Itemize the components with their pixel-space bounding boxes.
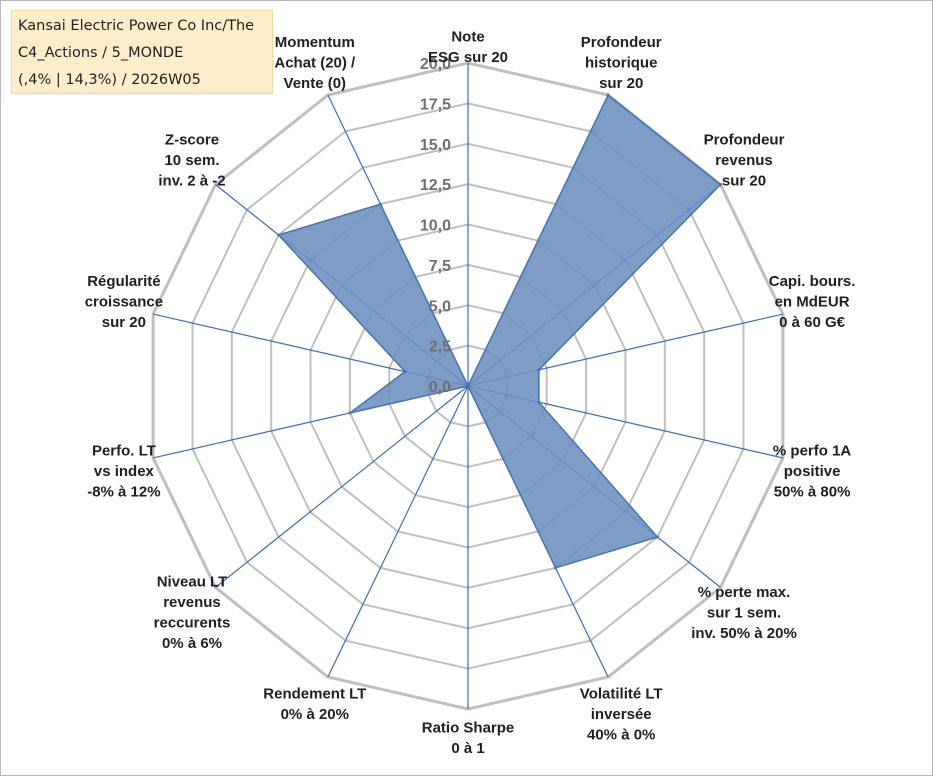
series-point-1: [606, 93, 610, 97]
axis-label-13-line-0: Momentum: [275, 34, 355, 51]
series-point-3: [537, 368, 541, 372]
chart-title-line-2: C4_Actions / 5_MONDE: [18, 45, 184, 61]
axis-label-0-line-1: ESG sur 20: [428, 49, 508, 66]
axis-label-2: Profondeur revenus sur 20: [704, 132, 785, 190]
r-tick-label-3: 7,5: [429, 258, 451, 275]
axis-label-4-line-2: 50% à 80%: [774, 483, 851, 500]
axis-label-13-line-1: Achat (20) /: [274, 55, 356, 72]
r-tick-label-0: 0,0: [429, 379, 451, 396]
r-tick-label-4: 10,0: [420, 218, 451, 235]
axis-label-8: Rendement LT 0% à 20%: [263, 686, 366, 724]
axis-label-4-line-1: positive: [784, 463, 841, 480]
axis-label-4: % perfo 1A positive 50% à 80%: [773, 442, 852, 500]
axis-label-7-line-1: 0 à 1: [451, 740, 484, 757]
axis-label-6-line-2: 40% à 0%: [587, 727, 655, 744]
spoke-8: [327, 385, 469, 678]
series-point-10: [348, 411, 352, 415]
axis-label-1-line-2: sur 20: [599, 75, 643, 92]
axis-label-12-line-2: inv. 2 à -2: [158, 173, 225, 190]
axis-label-9-line-2: reccurents: [154, 615, 231, 632]
axis-label-1: Profondeur historique sur 20: [581, 34, 662, 92]
chart-title-box: Kansai Electric Power Co Inc/The C4_Acti…: [11, 10, 273, 94]
axis-label-3: Capi. bours. en MdEUR 0 à 60 G€: [769, 273, 856, 331]
axis-label-8-line-0: Rendement LT: [263, 686, 366, 703]
axis-label-2-line-1: revenus: [715, 152, 773, 169]
axis-label-5-line-2: inv. 50% à 20%: [691, 625, 797, 642]
axis-label-13-line-2: Vente (0): [284, 75, 347, 92]
axis-label-5: % perte max. sur 1 sem. inv. 50% à 20%: [691, 584, 797, 642]
series-point-6: [554, 566, 558, 570]
axis-label-3-line-0: Capi. bours.: [769, 273, 856, 290]
axis-label-10-line-1: vs index: [94, 463, 155, 480]
axis-label-10-line-0: Perfo. LT: [92, 442, 156, 459]
axis-label-9-line-0: Niveau LT: [157, 574, 228, 591]
axis-label-2-line-0: Profondeur: [704, 132, 785, 149]
r-tick-label-1: 2,5: [429, 339, 451, 356]
series-layer: [277, 93, 722, 570]
r-tick-label-7: 17,5: [420, 96, 451, 113]
axis-label-6: Volatilité LT inversée 40% à 0%: [580, 686, 663, 744]
series-point-9: [466, 384, 470, 388]
chart-title-line-3: (,4% | 14,3%) / 2026W05: [18, 72, 201, 88]
axis-label-11: Régularité croissance sur 20: [85, 273, 163, 331]
axis-label-10-line-2: -8% à 12%: [87, 483, 160, 500]
axis-label-7: Ratio Sharpe 0 à 1: [422, 720, 515, 758]
series-point-13: [378, 202, 382, 206]
axis-label-13: Momentum Achat (20) / Vente (0): [274, 34, 356, 92]
axis-label-2-line-2: sur 20: [722, 173, 766, 190]
axis-label-12-line-0: Z-score: [165, 132, 219, 149]
axis-label-5-line-1: sur 1 sem.: [707, 604, 781, 621]
series-point-12: [277, 233, 281, 237]
series-point-4: [537, 400, 541, 404]
axis-label-7-line-0: Ratio Sharpe: [422, 720, 515, 737]
axis-label-8-line-1: 0% à 20%: [281, 706, 349, 723]
tick-label-layer: 0,0 2,5 5,0 7,5 10,0 12,5 15,0 17,5 20,0: [420, 56, 451, 396]
axis-label-9: Niveau LT revenus reccurents 0% à 6%: [154, 574, 231, 653]
axis-label-12-line-1: 10 sem.: [164, 152, 219, 169]
axis-label-3-line-2: 0 à 60 G€: [779, 314, 846, 331]
axis-label-11-line-1: croissance: [85, 294, 163, 311]
axis-label-11-line-0: Régularité: [87, 273, 160, 290]
series-point-5: [655, 535, 659, 539]
axis-label-12: Z-score 10 sem. inv. 2 à -2: [158, 132, 225, 190]
series-point-2: [719, 183, 722, 187]
r-tick-label-2: 5,0: [429, 298, 451, 315]
series-point-11: [403, 370, 407, 374]
axis-label-6-line-0: Volatilité LT: [580, 686, 663, 703]
axis-label-9-line-1: revenus: [163, 594, 221, 611]
axis-label-5-line-0: % perte max.: [698, 584, 791, 601]
axis-label-4-line-0: % perfo 1A: [773, 442, 852, 459]
axis-label-9-line-3: 0% à 6%: [162, 635, 222, 652]
axis-label-1-line-1: historique: [585, 55, 658, 72]
axis-label-6-line-1: inversée: [591, 706, 652, 723]
axis-label-0-line-0: Note: [451, 29, 484, 46]
axis-label-3-line-1: en MdEUR: [775, 294, 850, 311]
chart-title-line-1: Kansai Electric Power Co Inc/The: [18, 18, 255, 34]
r-tick-label-6: 15,0: [420, 137, 451, 154]
axis-label-1-line-0: Profondeur: [581, 34, 662, 51]
axis-label-0: Note ESG sur 20: [428, 29, 508, 67]
axis-label-10: Perfo. LT vs index -8% à 12%: [87, 442, 160, 500]
r-tick-label-8: 20,0: [420, 56, 451, 73]
axis-label-11-line-2: sur 20: [102, 314, 146, 331]
series-area: [277, 93, 722, 569]
axis-label-layer: Note ESG sur 20 Profondeur historique sur 20…: [85, 29, 856, 758]
r-tick-label-5: 12,5: [420, 177, 451, 194]
spoke-9: [215, 385, 469, 588]
